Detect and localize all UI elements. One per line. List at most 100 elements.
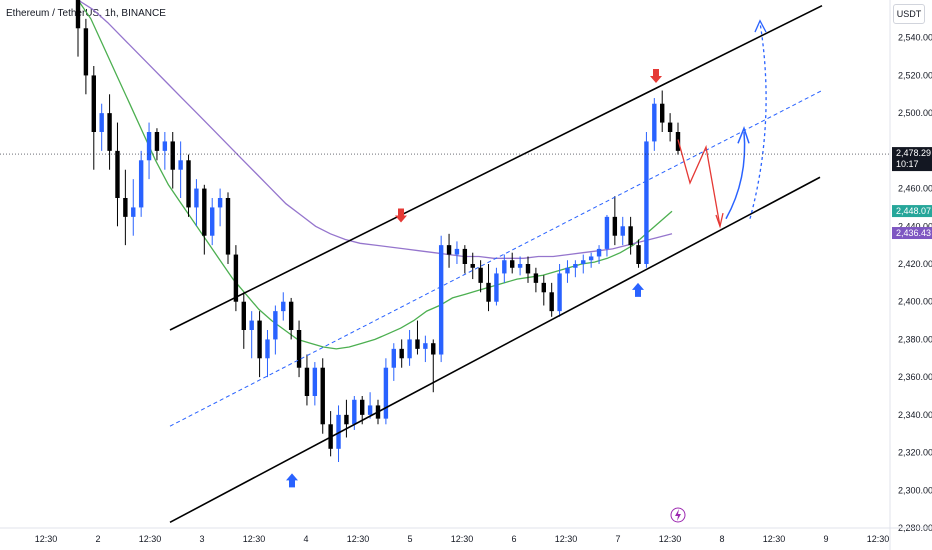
- x-tick-label: 12:30: [243, 534, 266, 544]
- candle-body: [588, 256, 594, 261]
- x-tick-label: 12:30: [35, 534, 58, 544]
- moving-averages: [77, 0, 673, 350]
- candle-body: [494, 273, 499, 302]
- price-badge-countdown: 10:17: [896, 159, 919, 169]
- zigzag-arrow-head: [715, 212, 724, 229]
- sell-marker-icon: [395, 208, 407, 223]
- price-axis: 2,280.002,300.002,320.002,340.002,360.00…: [889, 0, 932, 550]
- y-tick-label: 2,360.00: [898, 372, 932, 382]
- candle-body: [557, 273, 562, 312]
- y-tick-label: 2,400.00: [898, 297, 932, 307]
- candle-body: [225, 198, 231, 255]
- candle-body: [612, 216, 618, 236]
- buy-marker-icon: [286, 473, 298, 488]
- candle-body: [296, 330, 302, 368]
- candle-body: [565, 267, 570, 274]
- candle-body: [478, 267, 483, 283]
- candle-body: [281, 301, 286, 312]
- candle-body: [146, 132, 152, 161]
- x-tick-label: 2: [95, 534, 100, 544]
- currency-unit-button[interactable]: USDT: [893, 4, 925, 24]
- chart-title: Ethereum / TetherUS, 1h, BINANCE: [6, 8, 166, 19]
- candle-body: [123, 198, 128, 217]
- candle-body: [510, 260, 515, 268]
- candle-body: [644, 141, 649, 264]
- candle-body: [383, 367, 389, 419]
- x-tick-label: 12:30: [763, 534, 786, 544]
- x-tick-label: 9: [823, 534, 828, 544]
- candle-body: [217, 198, 223, 208]
- candle-body: [186, 160, 191, 208]
- candle-body: [581, 260, 586, 264]
- candle-body: [470, 264, 475, 268]
- candle-body: [265, 339, 270, 359]
- candle-body: [525, 264, 531, 274]
- candle-body: [596, 248, 602, 257]
- candle-body: [99, 113, 104, 132]
- channel-mid-line: [169, 90, 823, 427]
- candle-body: [652, 103, 657, 142]
- candle-body: [407, 339, 412, 359]
- candle-body: [162, 141, 168, 151]
- channel-lower-line: [169, 176, 821, 524]
- candle-body: [573, 264, 578, 268]
- candle-body: [202, 188, 207, 236]
- y-tick-label: 2,300.00: [898, 485, 932, 495]
- candle-body: [249, 320, 254, 330]
- x-tick-label: 4: [303, 534, 308, 544]
- candle-body: [336, 414, 341, 449]
- x-tick-label: 6: [511, 534, 516, 544]
- candle-body: [636, 245, 641, 264]
- candle-body: [367, 405, 373, 415]
- candle-body: [91, 75, 96, 132]
- candle-body: [304, 367, 310, 396]
- target-arrow-head: [754, 19, 767, 33]
- projection-zigzag: [677, 139, 721, 227]
- candle-body: [604, 216, 610, 249]
- candle-body: [320, 367, 325, 425]
- candle-body: [541, 282, 546, 293]
- candle-body: [502, 260, 507, 274]
- candle-body: [667, 122, 673, 132]
- price-badge-label: 2,478.29: [896, 148, 931, 158]
- lightning-glyph: [675, 509, 681, 521]
- candle-body: [620, 226, 625, 236]
- candle-body: [154, 132, 160, 151]
- candle-body: [423, 343, 428, 349]
- price-badge: [892, 205, 932, 218]
- y-tick-label: 2,540.00: [898, 33, 932, 43]
- y-tick-label: 2,420.00: [898, 259, 932, 269]
- candle-body: [170, 141, 175, 170]
- candle-body: [241, 301, 246, 330]
- y-tick-label: 2,340.00: [898, 410, 932, 420]
- candle-body: [549, 292, 554, 312]
- candle-body: [446, 245, 452, 255]
- candle-body: [273, 311, 278, 340]
- candle-body: [131, 207, 136, 217]
- price-badge-label: 2,436.43: [896, 228, 931, 238]
- x-tick-label: 12:30: [659, 534, 682, 544]
- candle-body: [257, 320, 262, 359]
- ma-fast-line: [77, 0, 673, 350]
- candle-body: [415, 339, 420, 349]
- candle-body: [660, 103, 665, 123]
- channel-upper-line: [169, 4, 823, 331]
- price-badge-label: 2,448.07: [896, 206, 931, 216]
- candle-body: [454, 248, 460, 255]
- candle-body: [486, 282, 491, 302]
- candle-body: [352, 399, 357, 425]
- y-tick-label: 2,380.00: [898, 334, 932, 344]
- candle-body: [312, 367, 318, 396]
- x-tick-label: 12:30: [555, 534, 578, 544]
- candle-body: [75, 0, 81, 29]
- candle-body: [399, 348, 404, 359]
- candle-body: [115, 150, 120, 198]
- x-tick-label: 7: [615, 534, 620, 544]
- candle-body: [344, 414, 349, 425]
- sell-marker-icon: [650, 68, 662, 83]
- x-tick-label: 3: [199, 534, 204, 544]
- target-arrow: [749, 22, 767, 219]
- time-axis: 12:30 2 12:30 3 12:30 4 12:30 5 12:30 6 12:30 7 12:3…: [0, 527, 932, 544]
